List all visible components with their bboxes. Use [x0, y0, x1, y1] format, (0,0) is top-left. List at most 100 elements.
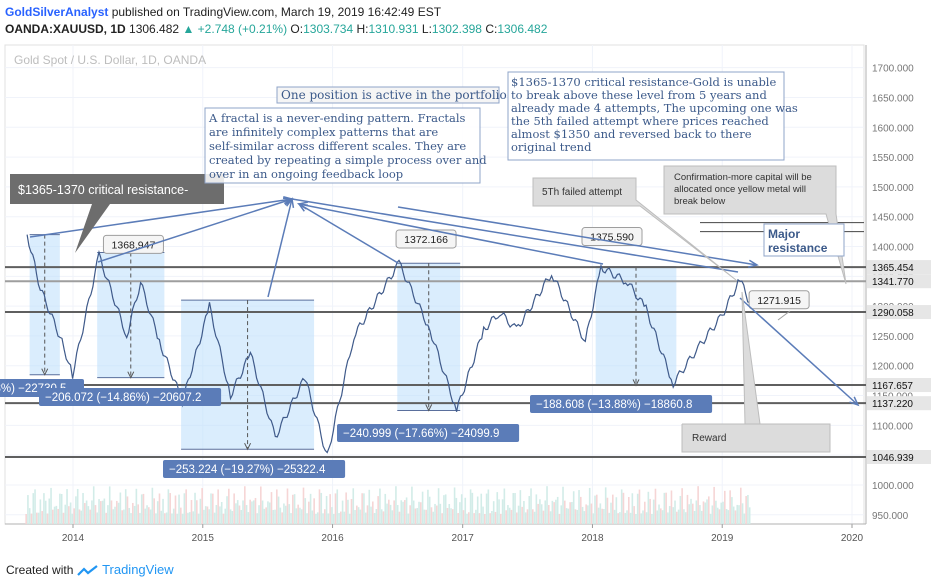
- volume-bar: [101, 500, 104, 524]
- volume-bar: [503, 488, 506, 524]
- volume-bar: [661, 510, 664, 524]
- volume-bar: [91, 500, 93, 524]
- major-resistance-label: Major resistance: [768, 227, 828, 255]
- price-axis-marker-label: 1167.657: [872, 381, 913, 392]
- volume-bar: [165, 512, 168, 524]
- volume-bar: [377, 496, 379, 524]
- volume-bar: [544, 500, 547, 524]
- volume-bar: [569, 502, 571, 524]
- fractal-note: A fractal is a never-ending pattern. Fra…: [208, 111, 487, 181]
- volume-bar: [418, 501, 420, 524]
- volume-bar: [391, 510, 394, 524]
- volume-bar: [382, 511, 385, 524]
- volume-bar: [343, 511, 346, 524]
- volume-bar: [320, 492, 323, 524]
- volume-bar: [46, 513, 49, 524]
- volume-bar: [729, 490, 731, 524]
- volume-bar: [462, 510, 465, 524]
- volume-bar: [396, 505, 399, 524]
- x-tick-label: 2018: [581, 533, 604, 544]
- volume-bar: [405, 497, 408, 524]
- price-callout-label: 1271.915: [757, 295, 801, 307]
- volume-bar: [25, 514, 27, 524]
- volume-bar: [496, 492, 499, 524]
- x-tick-label: 2019: [711, 533, 734, 544]
- volume-bar: [626, 510, 628, 524]
- volume-bar: [471, 492, 474, 524]
- volume-bar: [315, 513, 317, 524]
- volume-bar: [548, 505, 550, 524]
- volume-bar: [393, 500, 395, 524]
- volume-bar: [107, 505, 109, 524]
- volume-bar: [254, 497, 257, 524]
- volume-bar: [727, 510, 730, 524]
- volume-bar: [530, 488, 532, 524]
- volume-bar: [50, 487, 52, 524]
- volume-bar: [290, 513, 292, 524]
- y-tick-label: 1100.000: [872, 421, 913, 432]
- price-callout-label: 1368.947: [112, 239, 156, 251]
- volume-bar: [434, 503, 436, 524]
- volume-bar: [389, 504, 392, 524]
- volume-bar: [500, 513, 502, 524]
- volume-bar: [492, 501, 495, 524]
- volume-bar: [476, 496, 479, 524]
- volume-bar: [693, 510, 696, 524]
- volume-bar: [313, 498, 315, 524]
- open-label: O:: [290, 22, 304, 36]
- volume-bar: [64, 504, 67, 524]
- volume-bar: [572, 491, 575, 524]
- volume-bar: [505, 510, 507, 524]
- volume-bar: [220, 502, 223, 524]
- author-link[interactable]: GoldSilverAnalyst: [5, 5, 109, 19]
- fractal-arrow: [298, 203, 399, 264]
- volume-bar: [596, 494, 598, 524]
- fifth-failed-text: 5Th failed attempt: [542, 187, 622, 198]
- volume-bar: [329, 494, 331, 524]
- range-label-bg: [337, 424, 520, 442]
- volume-bar: [281, 512, 283, 524]
- volume-bar: [709, 513, 712, 524]
- volume-bar: [181, 513, 184, 524]
- volume-bar: [684, 512, 687, 524]
- volume-bar: [400, 500, 403, 524]
- volume-bar: [599, 503, 602, 524]
- volume-bar: [295, 508, 298, 524]
- volume-bar: [103, 498, 106, 524]
- volume-bar: [404, 500, 406, 524]
- volume-bar: [576, 509, 579, 524]
- tradingview-brand[interactable]: TradingView: [102, 562, 174, 577]
- volume-bar: [137, 504, 139, 524]
- volume-bar: [62, 512, 65, 524]
- volume-bar: [398, 511, 401, 524]
- volume-bar: [697, 486, 699, 524]
- volume-bar: [167, 489, 170, 524]
- volume-bar: [60, 494, 63, 524]
- volume-bar: [469, 489, 472, 524]
- major-resistance-arrow-arrowhead-icon: [748, 259, 759, 268]
- volume-bar: [478, 513, 481, 524]
- volume-bar: [368, 489, 371, 524]
- volume-bar: [535, 494, 538, 524]
- volume-bar: [649, 498, 651, 524]
- volume-bar: [261, 500, 264, 524]
- price-axis-marker: [867, 260, 931, 275]
- price-callout-label: 1372.166: [404, 234, 448, 246]
- reward-callout: [681, 291, 831, 453]
- volume-bar: [571, 501, 573, 524]
- volume-bar: [501, 499, 504, 524]
- volume-bar: [379, 488, 381, 524]
- volume-bar: [27, 495, 29, 524]
- publish-info: GoldSilverAnalyst published on TradingVi…: [5, 5, 441, 19]
- volume-bar: [441, 513, 443, 524]
- volume-bar: [480, 493, 483, 524]
- volume-bar: [606, 497, 609, 524]
- volume-bar: [528, 496, 531, 524]
- volume-bar: [332, 513, 335, 524]
- volume-bar: [437, 488, 440, 524]
- volume-bar: [267, 501, 269, 524]
- volume-bar: [642, 510, 644, 524]
- volume-bar: [151, 487, 154, 524]
- price-series-line[interactable]: [26, 234, 750, 454]
